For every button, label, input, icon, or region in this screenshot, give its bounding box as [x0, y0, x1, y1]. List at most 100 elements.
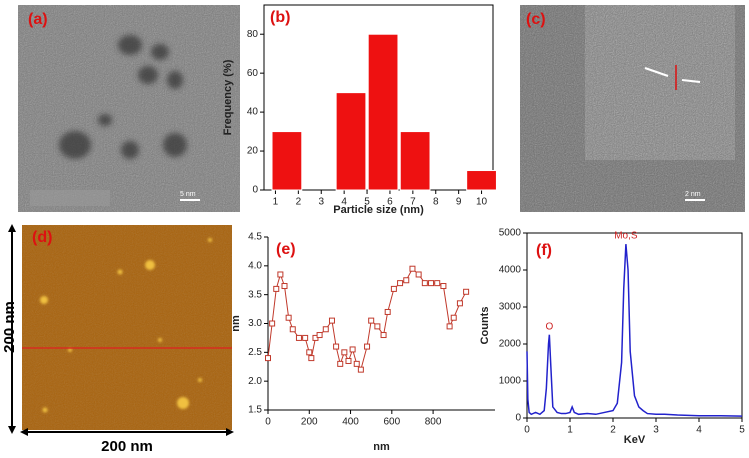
y-axis-label: nm — [230, 315, 242, 332]
bar — [271, 131, 303, 191]
x-tick-label: 4 — [696, 425, 702, 436]
y-tick-label: 80 — [247, 29, 259, 40]
marker — [384, 308, 391, 315]
marker — [353, 360, 360, 367]
y-tick-label: 5000 — [499, 228, 522, 239]
marker — [328, 317, 335, 324]
afm-width-label: 200 nm — [101, 438, 153, 455]
y-tick-label: 2.0 — [248, 376, 262, 387]
marker — [456, 300, 463, 307]
x-axis-label: nm — [373, 441, 390, 453]
x-tick-label: 4 — [341, 197, 347, 208]
x-tick-label: 1 — [567, 425, 573, 436]
bar — [367, 33, 399, 191]
marker — [450, 314, 457, 321]
x-axis-label: Particle size (nm) — [333, 204, 424, 216]
marker — [289, 326, 296, 333]
x-tick-label: 3 — [318, 197, 324, 208]
marker — [337, 360, 344, 367]
hrtem-image-c: 2 nm (c) — [520, 5, 745, 212]
marker — [281, 283, 288, 290]
marker — [434, 280, 441, 287]
marker — [421, 280, 428, 287]
y-tick-label: 40 — [247, 107, 259, 118]
tem-image-a: 5 nm (a) — [18, 5, 240, 212]
marker — [345, 357, 352, 364]
marker — [409, 265, 416, 272]
marker — [285, 314, 292, 321]
afm-image-d: (d) 200 nm 200 nm — [1, 224, 234, 455]
x-tick-label: 5 — [739, 425, 745, 436]
data-line — [526, 244, 743, 417]
y-tick-label: 0 — [515, 413, 521, 424]
annotation: O — [545, 321, 553, 332]
y-tick-label: 2000 — [499, 339, 522, 350]
x-tick-label: 3 — [653, 425, 659, 436]
x-tick-label: 9 — [456, 197, 462, 208]
y-tick-label: 4.5 — [248, 232, 262, 243]
y-tick-label: 1000 — [499, 376, 522, 387]
y-tick-label: 60 — [247, 68, 259, 79]
marker — [265, 355, 271, 362]
afm-height-label: 200 nm — [1, 301, 18, 353]
marker — [390, 285, 397, 292]
marker — [357, 366, 364, 373]
y-tick-label: 4000 — [499, 265, 522, 276]
marker — [295, 334, 302, 341]
y-tick-label: 20 — [247, 146, 259, 157]
x-tick-label: 8 — [433, 197, 439, 208]
x-tick-label: 400 — [342, 417, 359, 428]
y-tick-label: 2.5 — [248, 347, 262, 358]
marker — [302, 334, 309, 341]
marker — [463, 288, 470, 295]
y-axis-label: Counts — [479, 307, 491, 345]
x-tick-label: 6 — [387, 197, 393, 208]
y-tick-label: 3000 — [499, 302, 522, 313]
panel-label: (e) — [276, 241, 296, 258]
x-tick-label: 0 — [524, 425, 530, 436]
marker — [403, 277, 410, 284]
x-tick-label: 2 — [296, 197, 302, 208]
marker — [374, 323, 381, 330]
bar — [466, 170, 497, 191]
marker — [316, 332, 323, 339]
y-tick-label: 3.0 — [248, 318, 262, 329]
panel-label: (f) — [536, 242, 552, 259]
bar — [399, 131, 431, 191]
marker — [333, 343, 340, 350]
y-axis-label: Frequency (%) — [222, 59, 234, 135]
annotation: Mo,S — [614, 231, 638, 242]
y-tick-label: 4.0 — [248, 260, 262, 271]
x-tick-label: 600 — [383, 417, 400, 428]
x-tick-label: 0 — [265, 417, 271, 428]
panel-label: (c) — [526, 11, 546, 28]
x-tick-label: 5 — [364, 197, 370, 208]
y-tick-label: 1.5 — [248, 405, 262, 416]
marker — [341, 349, 348, 356]
marker — [446, 323, 453, 330]
marker — [306, 349, 313, 356]
x-axis-label: KeV — [624, 434, 646, 446]
marker — [322, 326, 329, 333]
x-tick-label: 10 — [476, 197, 488, 208]
panel-label: (a) — [28, 11, 48, 28]
marker — [380, 332, 387, 339]
marker — [308, 355, 315, 362]
marker — [368, 317, 375, 324]
scale-bar: 2 nm — [685, 191, 701, 198]
marker — [277, 271, 284, 278]
x-tick-label: 800 — [425, 417, 442, 428]
x-tick-label: 1 — [273, 197, 279, 208]
marker — [349, 346, 356, 353]
data-line — [267, 267, 467, 371]
panel-label: (d) — [32, 229, 52, 246]
x-tick-label: 200 — [301, 417, 318, 428]
bar — [335, 92, 367, 191]
marker — [415, 271, 422, 278]
marker — [397, 280, 404, 287]
marker — [269, 320, 276, 327]
marker — [364, 343, 371, 350]
y-tick-label: 3.5 — [248, 289, 262, 300]
